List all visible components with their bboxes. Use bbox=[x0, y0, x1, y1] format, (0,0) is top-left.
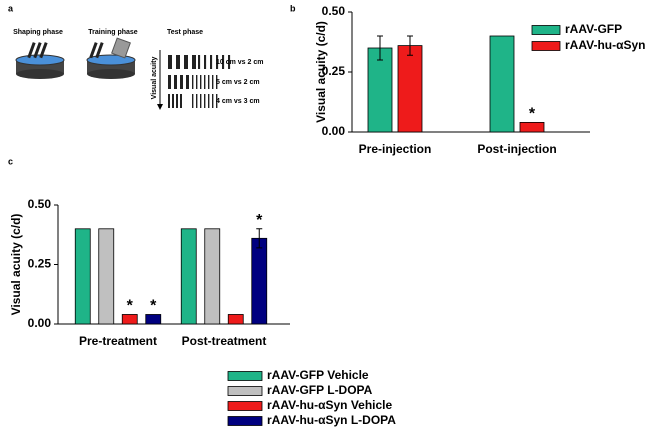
legend-swatch bbox=[531, 41, 561, 51]
stripe bbox=[168, 94, 170, 108]
error-bar bbox=[407, 35, 413, 56]
legend-label: rAAV-GFP L-DOPA bbox=[267, 383, 373, 397]
y-tick-label: 0.00 bbox=[28, 316, 52, 330]
stripe bbox=[208, 94, 210, 108]
legend-swatch bbox=[227, 401, 263, 411]
stripe bbox=[168, 55, 172, 69]
bar bbox=[121, 314, 138, 325]
bar bbox=[251, 237, 268, 325]
stripe bbox=[208, 75, 210, 89]
x-tick-label: Post-treatment bbox=[182, 334, 267, 348]
axis-label: Visual acuity bbox=[151, 57, 158, 100]
bar bbox=[204, 228, 221, 325]
stripe bbox=[196, 94, 198, 108]
legend-swatch bbox=[227, 386, 263, 396]
stripe bbox=[216, 94, 218, 108]
test-label: 4 cm vs 3 cm bbox=[216, 98, 260, 105]
phase-label: Test phase bbox=[167, 29, 203, 36]
significance: * bbox=[150, 298, 157, 315]
stripe bbox=[198, 55, 201, 69]
stripe bbox=[210, 55, 213, 69]
stripe bbox=[192, 55, 195, 69]
stripe bbox=[174, 75, 177, 89]
y-tick-label: 0.25 bbox=[322, 64, 346, 78]
test-label: 5 cm vs 2 cm bbox=[216, 79, 260, 86]
y-axis-label: Visual acuity (c/d) bbox=[314, 21, 328, 123]
error-bar bbox=[256, 228, 263, 249]
panel-label: c bbox=[8, 156, 13, 166]
bar bbox=[489, 35, 515, 133]
error-bar bbox=[377, 35, 383, 61]
stripe bbox=[212, 94, 214, 108]
y-tick-label: 0.25 bbox=[28, 257, 52, 271]
phase-label: Shaping phase bbox=[13, 29, 63, 36]
bar bbox=[145, 314, 162, 325]
stripe bbox=[200, 75, 202, 89]
stripe bbox=[196, 75, 198, 89]
bar bbox=[98, 228, 115, 325]
stripe bbox=[192, 75, 194, 89]
acuity-arrow bbox=[157, 50, 163, 110]
stripe bbox=[168, 75, 171, 89]
significance: * bbox=[127, 298, 134, 315]
stripe bbox=[228, 55, 231, 69]
stripe bbox=[180, 94, 182, 108]
stripe bbox=[172, 94, 174, 108]
y-tick-label: 0.50 bbox=[28, 197, 52, 211]
y-tick-label: 0.50 bbox=[322, 4, 346, 18]
significance: * bbox=[256, 212, 263, 229]
panel-label: b bbox=[290, 3, 296, 13]
stripe bbox=[216, 55, 219, 69]
stripe bbox=[192, 94, 194, 108]
panel-label: a bbox=[8, 3, 14, 13]
bar bbox=[519, 122, 545, 133]
legend-swatch bbox=[227, 416, 263, 426]
stripe bbox=[184, 55, 188, 69]
stripe bbox=[216, 75, 218, 89]
stripe bbox=[204, 55, 207, 69]
gratings bbox=[168, 55, 231, 108]
legend-swatch bbox=[227, 371, 263, 381]
stripe bbox=[212, 75, 214, 89]
arena bbox=[15, 42, 65, 79]
bar bbox=[74, 228, 91, 325]
bar bbox=[180, 228, 197, 325]
test-label: 10 cm vs 2 cm bbox=[216, 59, 263, 66]
legend-label: rAAV-hu-αSyn bbox=[565, 38, 646, 52]
y-axis-label: Visual acuity (c/d) bbox=[9, 214, 23, 316]
bar bbox=[397, 45, 423, 133]
stripe bbox=[176, 94, 178, 108]
phase-label: Training phase bbox=[88, 29, 138, 36]
x-tick-label: Pre-treatment bbox=[79, 334, 157, 348]
stripe bbox=[204, 94, 206, 108]
y-tick-label: 0.00 bbox=[322, 124, 346, 138]
stripe bbox=[204, 75, 206, 89]
x-tick-label: Pre-injection bbox=[359, 142, 432, 156]
legend-label: rAAV-hu-αSyn Vehicle bbox=[267, 398, 393, 412]
stripe bbox=[176, 55, 180, 69]
stripe bbox=[222, 55, 225, 69]
stripe bbox=[186, 75, 189, 89]
x-tick-label: Post-injection bbox=[477, 142, 556, 156]
bar bbox=[227, 314, 244, 325]
significance: * bbox=[529, 106, 536, 123]
stripe bbox=[180, 75, 183, 89]
legend-swatch bbox=[531, 25, 561, 35]
stripe bbox=[200, 94, 202, 108]
bar bbox=[367, 47, 393, 133]
legend-label: rAAV-GFP Vehicle bbox=[267, 368, 369, 382]
arena bbox=[86, 37, 136, 79]
legend-label: rAAV-hu-αSyn L-DOPA bbox=[267, 413, 396, 427]
legend-label: rAAV-GFP bbox=[565, 22, 622, 36]
